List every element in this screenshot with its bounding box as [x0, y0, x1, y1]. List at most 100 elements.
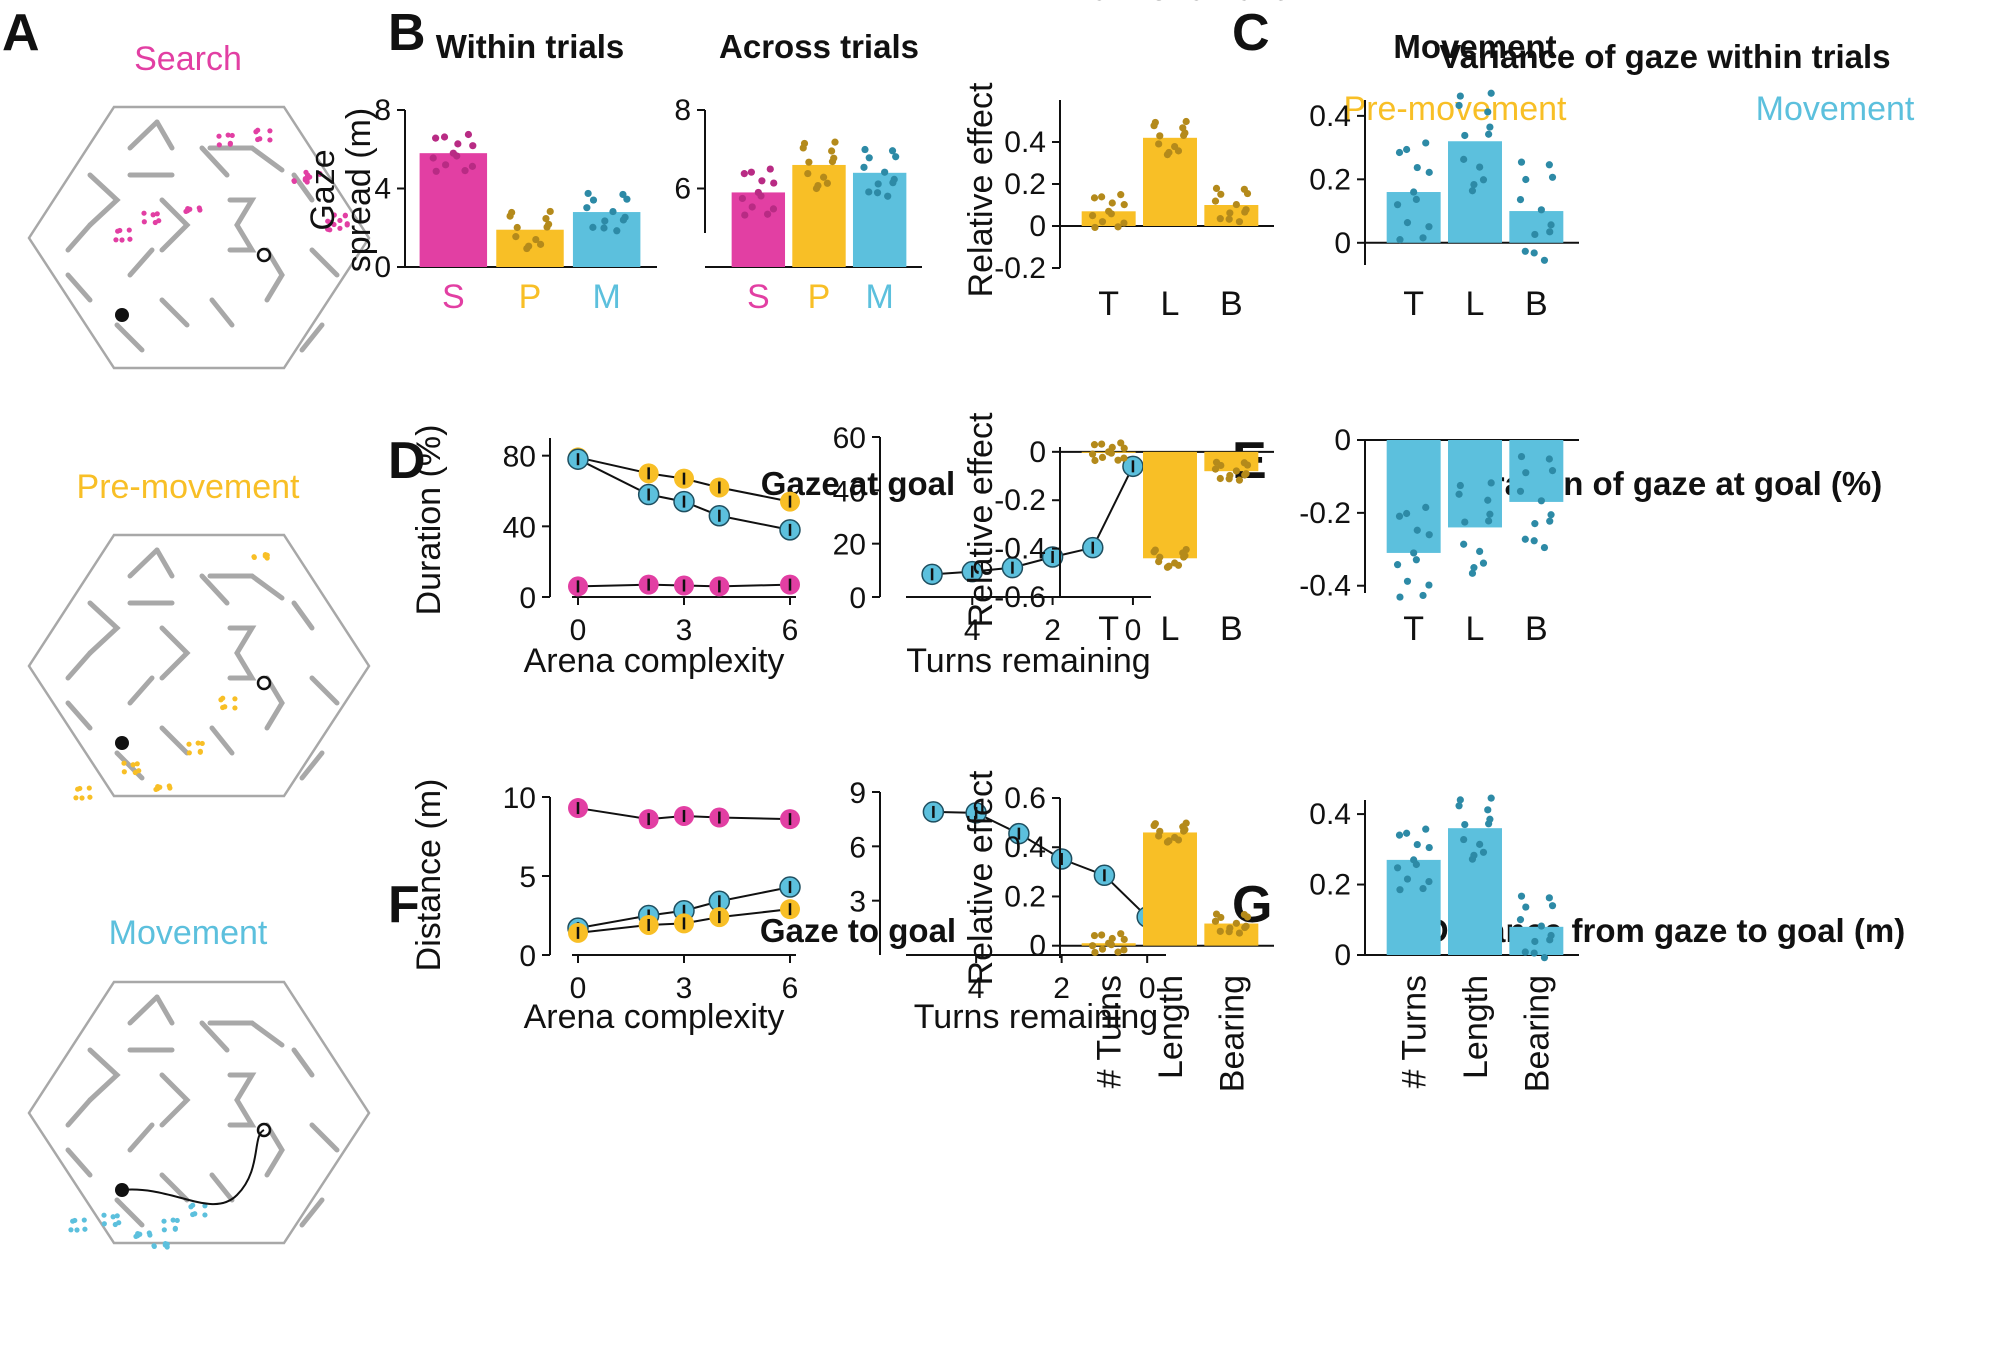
gaze-sample	[161, 1227, 167, 1233]
maze-wall	[209, 1172, 235, 1203]
goal-marker	[256, 675, 272, 691]
panel-c-title: Variance of gaze within trials	[1439, 38, 1890, 75]
data-dot	[619, 190, 627, 199]
category-label: L	[1161, 610, 1180, 648]
bar-s	[419, 153, 488, 267]
data-dot	[814, 181, 822, 190]
maze-wall	[87, 600, 121, 656]
gaze-sample	[251, 554, 257, 560]
maze-wall	[65, 222, 93, 253]
category-label: Bearing	[1213, 975, 1251, 1092]
gaze-sample	[325, 226, 331, 232]
data-dot	[1425, 581, 1433, 589]
gaze-sample	[185, 206, 191, 212]
data-dot	[1088, 942, 1097, 950]
data-dot	[1487, 794, 1495, 802]
maze-wall	[114, 750, 145, 781]
data-dot	[1120, 454, 1128, 462]
data-dot	[1485, 130, 1493, 138]
gaze-sample	[232, 705, 238, 711]
maze-wall	[299, 750, 325, 781]
data-dot	[874, 180, 882, 188]
maze-wall	[65, 650, 93, 681]
data-dot	[1455, 802, 1463, 810]
data-dot	[589, 196, 598, 204]
bar-length	[1448, 828, 1502, 955]
data-dot	[513, 223, 521, 232]
gaze-sample	[303, 169, 309, 175]
data-dot	[1517, 452, 1526, 461]
y-tick-label: -0.2	[994, 484, 1046, 517]
data-dot	[1476, 547, 1484, 556]
maze-wall	[65, 700, 93, 731]
chart-b2: 6 8 S P M Across trials	[674, 28, 922, 316]
data-dot	[1216, 215, 1224, 223]
data-dot	[1120, 444, 1128, 452]
chart-title: Across trials	[719, 28, 919, 65]
data-dot	[1419, 884, 1427, 893]
y-tick-label: 0	[519, 582, 536, 615]
maze-wall	[291, 600, 315, 631]
data-dot	[1461, 518, 1469, 526]
panel-label-d: D	[388, 432, 426, 490]
y-tick-label: 9	[849, 777, 866, 810]
gaze-sample	[264, 555, 270, 561]
maze-wall	[309, 247, 340, 278]
x-tick-label: 4	[968, 972, 985, 1005]
gaze-sample	[195, 740, 201, 746]
data-dot	[1098, 440, 1106, 448]
data-dot	[1516, 195, 1525, 204]
gaze-sample	[307, 174, 313, 180]
goal-marker	[256, 247, 272, 263]
gaze-sample	[70, 1218, 76, 1224]
data-dot	[1403, 509, 1411, 518]
y-tick-label: -0.6	[994, 581, 1046, 614]
data-dot	[819, 173, 828, 181]
gaze-sample	[291, 178, 297, 184]
data-dot	[1403, 219, 1412, 227]
maze-search	[27, 105, 371, 370]
maze-wall	[299, 1197, 325, 1228]
data-dot	[1461, 131, 1469, 140]
maze-movement	[27, 980, 371, 1250]
gaze-sample	[220, 704, 226, 711]
bar-length	[1143, 832, 1197, 946]
panel-c-subtitle-movement: Movement	[1756, 90, 1915, 128]
gaze-sample	[190, 1202, 196, 1208]
y-tick-label: 60	[833, 422, 866, 455]
category-label: M	[593, 278, 621, 316]
gaze-sample	[151, 1243, 157, 1249]
data-dot	[1114, 456, 1122, 464]
y-tick-label: -0.4	[1299, 570, 1351, 603]
maze-wall	[309, 675, 340, 706]
x-tick-label: 0	[1125, 614, 1142, 647]
data-dot	[831, 138, 839, 146]
data-dot	[1403, 829, 1411, 837]
y-tick-label: 80	[503, 441, 536, 474]
y-tick-label: 0	[1029, 210, 1046, 243]
data-dot	[600, 224, 608, 232]
gaze-sample	[331, 221, 337, 228]
category-label: L	[1161, 285, 1180, 323]
data-dot	[1403, 577, 1412, 585]
y-axis-label: Distance (m)	[410, 779, 448, 972]
y-axis-label: Gaze	[304, 149, 342, 230]
data-dot	[1393, 201, 1402, 209]
x-tick-label: 3	[676, 614, 693, 647]
maze-wall	[127, 119, 160, 151]
data-dot	[1516, 487, 1525, 495]
data-dot	[1479, 848, 1488, 856]
maze-wall	[127, 994, 160, 1026]
chart-title: Within trials	[436, 28, 625, 65]
bar-p	[792, 164, 846, 267]
y-tick-label: 40	[833, 475, 866, 508]
data-dot	[1468, 569, 1477, 577]
data-dot	[1521, 247, 1529, 255]
x-tick-label: 6	[782, 972, 799, 1005]
gaze-sample	[197, 748, 203, 754]
maze-wall	[87, 172, 121, 228]
category-label: Length	[1457, 975, 1495, 1079]
data-dot	[881, 168, 889, 176]
gaze-sample	[216, 133, 222, 139]
data-dot	[545, 220, 553, 228]
